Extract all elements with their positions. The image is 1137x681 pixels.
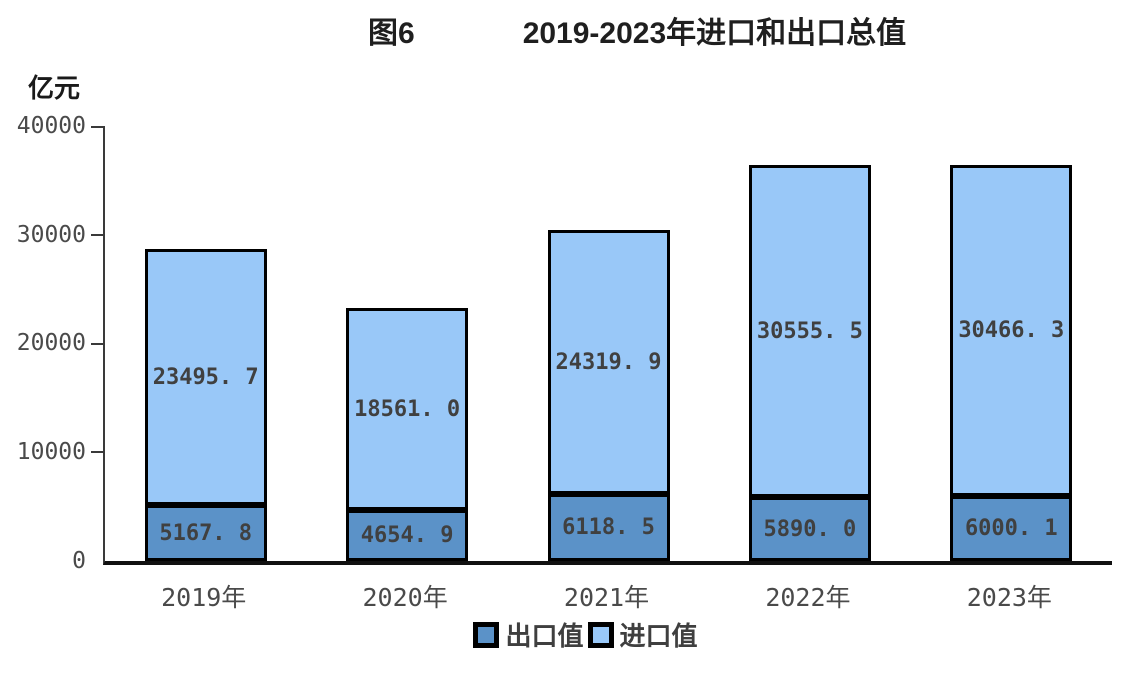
x-axis-labels: 2019年 2020年 2021年 2022年 2023年 <box>103 578 1110 614</box>
y-tick-label: 10000 <box>16 439 86 465</box>
bar-2020年: 18561. 0 4654. 9 <box>346 308 469 561</box>
x-tick-label: 2020年 <box>362 583 448 612</box>
export-value-label: 6000. 1 <box>964 516 1058 541</box>
x-tick-label: 2022年 <box>765 583 851 612</box>
import-segment-2020年: 18561. 0 <box>346 308 469 510</box>
legend-item-import: 进口值 <box>587 616 698 653</box>
x-tick-label: 2023年 <box>966 583 1052 612</box>
y-axis-unit-label: 亿元 <box>28 73 81 103</box>
x-tick-label: 2021年 <box>563 583 650 612</box>
chart-title-text: 2019-2023年进口和出口总值 <box>522 17 907 50</box>
y-tick-label: 0 <box>72 548 86 574</box>
legend-label: 出口值 <box>505 621 584 651</box>
chart-title: 图6 2019-2023年进口和出口总值 <box>368 8 906 52</box>
y-tick-label: 20000 <box>16 330 86 356</box>
import-swatch-icon <box>587 621 614 648</box>
figure-number-label: 图6 <box>368 17 415 50</box>
chart-legend: 出口值 进口值 <box>17 616 1137 653</box>
import-segment-2021年: 24319. 9 <box>547 230 670 494</box>
bar-2019年: 23495. 7 5167. 8 <box>144 249 267 561</box>
import-value-label: 23495. 7 <box>152 364 259 390</box>
export-segment-2020年: 4654. 9 <box>346 510 469 561</box>
bar-2022年: 30555. 5 5890. 0 <box>748 165 871 561</box>
bars-container: 23495. 7 5167. 8 18561. 0 4654. 9 24319. 9 61… <box>105 126 1112 561</box>
x-tick-label: 2019年 <box>161 583 247 612</box>
y-tick-mark <box>91 234 103 236</box>
import-value-label: 30466. 3 <box>958 318 1065 343</box>
import-segment-2022年: 30555. 5 <box>748 165 871 497</box>
export-value-label: 5890. 0 <box>763 516 857 542</box>
import-value-label: 24319. 9 <box>555 349 662 375</box>
export-value-label: 4654. 9 <box>360 523 454 548</box>
export-value-label: 5167. 8 <box>159 520 253 546</box>
export-value-label: 6118. 5 <box>562 515 655 540</box>
import-value-label: 18561. 0 <box>354 396 461 422</box>
import-value-label: 30555. 5 <box>756 318 863 344</box>
export-segment-2023年: 6000. 1 <box>950 496 1073 561</box>
y-tick-label: 30000 <box>16 222 86 248</box>
bar-2023年: 30466. 3 6000. 1 <box>950 165 1073 561</box>
legend-label: 进口值 <box>619 621 698 651</box>
y-tick-label: 40000 <box>16 113 86 139</box>
export-segment-2019年: 5167. 8 <box>144 505 267 561</box>
plot-area: 23495. 7 5167. 8 18561. 0 4654. 9 24319. 9 61… <box>91 126 1112 565</box>
export-segment-2022年: 5890. 0 <box>748 497 871 561</box>
bar-2021年: 24319. 9 6118. 5 <box>547 230 670 561</box>
y-axis-tick-labels: 40000 30000 20000 10000 0 <box>0 114 94 573</box>
import-segment-2019年: 23495. 7 <box>144 249 267 505</box>
y-tick-mark <box>91 451 103 453</box>
y-tick-mark <box>91 343 103 345</box>
y-tick-mark <box>91 126 103 128</box>
export-segment-2021年: 6118. 5 <box>547 494 670 561</box>
export-swatch-icon <box>473 621 500 648</box>
import-segment-2023年: 30466. 3 <box>950 165 1073 496</box>
legend-item-export: 出口值 <box>473 616 584 653</box>
